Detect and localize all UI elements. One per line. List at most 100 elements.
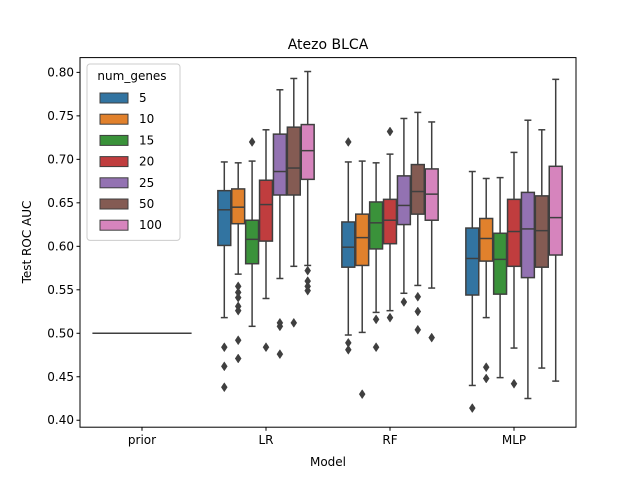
- box-LR-50: [286, 77, 302, 328]
- outlier-point: [220, 382, 228, 393]
- outlier-point: [276, 349, 284, 360]
- y-tick-label: 0.70: [47, 152, 74, 166]
- box-LR-25: [272, 89, 288, 360]
- outlier-point: [400, 297, 408, 307]
- legend-swatch: [99, 92, 129, 104]
- outlier-point: [290, 317, 298, 328]
- outlier-point: [304, 265, 312, 276]
- x-axis-label: Model: [310, 455, 346, 469]
- outlier-point: [414, 306, 422, 317]
- box-body: [396, 175, 412, 226]
- x-tick-label: RF: [382, 433, 397, 447]
- legend-item-5: 5: [99, 91, 147, 105]
- plot-frame: [79, 57, 577, 428]
- box-RF-5: [341, 137, 356, 355]
- box-MLP-10: [479, 177, 494, 384]
- outlier-point: [414, 324, 422, 335]
- box-MLP-20: [506, 151, 522, 389]
- box-LR-100: [300, 70, 315, 296]
- legend-label: 100: [139, 218, 162, 232]
- box-RF-20: [382, 126, 398, 323]
- legend-label: 50: [139, 197, 154, 211]
- chart-title: Atezo BLCA: [288, 37, 369, 53]
- outlier-point: [386, 312, 394, 323]
- box-MLP-100: [548, 78, 563, 382]
- box-MLP-15: [492, 176, 508, 379]
- y-tick-label: 0.75: [47, 109, 74, 123]
- box-body: [341, 221, 356, 268]
- outlier-point: [386, 126, 394, 137]
- outlier-point: [510, 378, 518, 389]
- box-body: [479, 217, 494, 262]
- x-tick-label: LR: [258, 433, 273, 447]
- legend-swatch: [99, 219, 129, 231]
- legend-swatch: [99, 113, 129, 125]
- box-RF-15: [368, 162, 384, 353]
- y-tick-label: 0.65: [47, 196, 74, 210]
- box-body: [217, 189, 232, 247]
- legend-frame: [86, 63, 181, 241]
- outlier-point: [248, 137, 256, 147]
- outlier-point: [428, 332, 436, 343]
- legend: num_genes 5 10 15 20 25 50 100: [86, 63, 181, 241]
- x-tick-label: MLP: [502, 433, 526, 447]
- y-tick-label: 0.45: [47, 370, 74, 384]
- box-body: [272, 133, 288, 196]
- box-body: [534, 195, 549, 268]
- legend-label: 5: [139, 91, 147, 105]
- legend-item-25: 25: [99, 176, 154, 190]
- box-RF-10: [355, 160, 370, 400]
- box-body: [465, 227, 480, 296]
- outlier-point: [262, 342, 270, 353]
- outlier-point: [234, 305, 242, 316]
- outlier-point: [358, 389, 366, 400]
- legend-label: 25: [139, 176, 154, 190]
- outlier-point: [344, 137, 352, 147]
- outlier-point: [234, 353, 242, 364]
- outlier-point: [372, 314, 380, 325]
- legend-item-15: 15: [99, 133, 154, 147]
- y-axis-label: Test ROC AUC: [20, 201, 34, 285]
- outlier-point: [234, 335, 242, 346]
- y-tick-label: 0.40: [47, 413, 74, 427]
- outlier-point: [220, 361, 228, 372]
- legend-item-50: 50: [99, 197, 154, 211]
- outlier-point: [304, 285, 312, 296]
- legend-swatch: [99, 198, 129, 210]
- box-body: [410, 163, 426, 215]
- box-body: [355, 213, 370, 267]
- box-body: [286, 126, 302, 196]
- box-MLP-50: [534, 129, 549, 369]
- outlier-point: [220, 342, 228, 353]
- box-body: [492, 232, 508, 295]
- box-body: [368, 201, 384, 250]
- outlier-point: [372, 342, 380, 353]
- x-tick-label: prior: [128, 433, 156, 447]
- box-body: [244, 219, 260, 265]
- legend-label: 10: [139, 112, 154, 126]
- box-LR-20: [258, 129, 274, 353]
- box-body: [548, 165, 563, 256]
- outlier-point: [482, 362, 490, 373]
- box-body: [506, 198, 522, 268]
- y-tick-label: 0.80: [47, 65, 74, 79]
- box-LR-10: [231, 162, 246, 364]
- box-body: [300, 123, 315, 181]
- box-MLP-5: [465, 170, 480, 414]
- legend-label: 15: [139, 133, 154, 147]
- outlier-point: [344, 344, 352, 355]
- outlier-point: [468, 403, 476, 414]
- outlier-point: [414, 291, 422, 302]
- box-body: [520, 191, 536, 279]
- legend-swatch: [99, 134, 129, 146]
- legend-swatch: [99, 156, 129, 168]
- box-RF-100: [424, 121, 439, 343]
- outlier-point: [482, 373, 490, 384]
- box-body: [231, 188, 246, 225]
- outlier-point: [276, 321, 284, 332]
- legend-item-100: 100: [99, 218, 162, 232]
- y-tick-label: 0.55: [47, 283, 74, 297]
- legend-item-20: 20: [99, 155, 154, 169]
- box-LR-15: [244, 137, 260, 328]
